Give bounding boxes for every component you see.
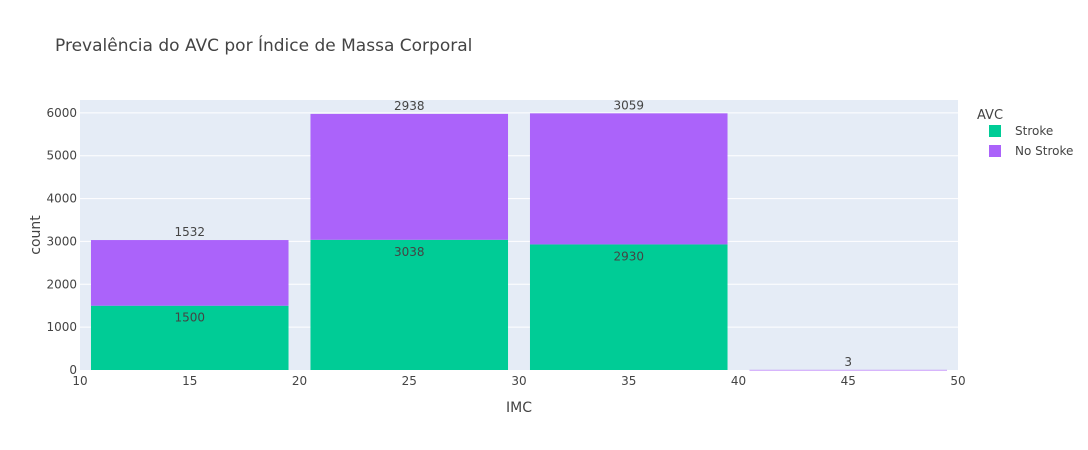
legend-title: AVC <box>977 108 1003 123</box>
bars <box>90 113 948 371</box>
y-tick-label: 6000 <box>46 106 77 120</box>
bar-labels: 1500 1532 3038 2938 2930 3059 3 <box>174 98 852 369</box>
bar-value-label: 2930 <box>613 249 644 263</box>
x-tick-label: 40 <box>731 374 746 388</box>
y-tick-label: 1000 <box>46 320 77 334</box>
bar-no-stroke <box>310 113 509 240</box>
x-tick-label: 45 <box>841 374 856 388</box>
y-axis-ticks: 0 1000 2000 3000 4000 5000 6000 <box>46 106 77 377</box>
legend-swatch <box>989 125 1001 137</box>
y-axis-title: count <box>28 215 44 255</box>
bar-no-stroke <box>749 369 948 371</box>
x-tick-label: 25 <box>402 374 417 388</box>
bar-value-label: 3059 <box>613 98 644 112</box>
bar-no-stroke <box>529 113 728 245</box>
x-tick-label: 50 <box>950 374 965 388</box>
y-tick-label: 4000 <box>46 192 77 206</box>
legend: AVC Stroke No Stroke <box>977 108 1073 158</box>
x-tick-label: 20 <box>292 374 307 388</box>
y-tick-label: 0 <box>69 363 77 377</box>
bar-value-label: 3 <box>844 355 852 369</box>
y-tick-label: 2000 <box>46 277 77 291</box>
bar-stroke <box>529 244 728 370</box>
bar-value-label: 2938 <box>394 99 425 113</box>
legend-label: No Stroke <box>1015 144 1073 158</box>
bar-value-label: 1532 <box>174 225 205 239</box>
x-tick-label: 35 <box>621 374 636 388</box>
bar-no-stroke <box>90 240 289 306</box>
bar-value-label: 3038 <box>394 245 425 259</box>
legend-label: Stroke <box>1015 124 1053 138</box>
x-tick-label: 10 <box>72 374 87 388</box>
y-tick-label: 5000 <box>46 149 77 163</box>
bar-stroke <box>90 305 289 370</box>
x-tick-label: 15 <box>182 374 197 388</box>
x-axis-title: IMC <box>506 400 532 416</box>
x-axis-ticks: 10 15 20 25 30 35 40 45 50 <box>72 374 965 388</box>
chart-title: Prevalência do AVC por Índice de Massa C… <box>55 34 472 56</box>
legend-swatch <box>989 145 1001 157</box>
bar-stroke <box>310 239 509 370</box>
bar-value-label: 1500 <box>174 311 205 325</box>
x-tick-label: 30 <box>511 374 526 388</box>
y-tick-label: 3000 <box>46 234 77 248</box>
